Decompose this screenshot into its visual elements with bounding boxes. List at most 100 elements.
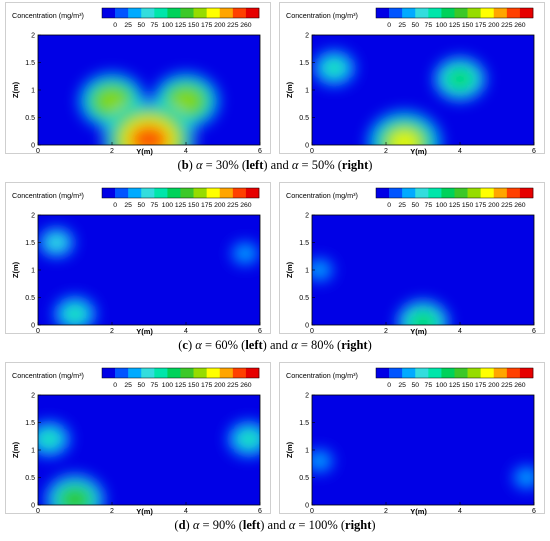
colorbar-frame: [375, 187, 534, 199]
y-axis-label: Z(m): [285, 81, 294, 98]
y-tick-label: 1.5: [25, 60, 35, 67]
caption-part: left: [245, 338, 263, 352]
x-tick-label: 2: [110, 508, 114, 515]
colorbar-frame: [375, 7, 534, 19]
colorbar-swatch: [167, 188, 181, 198]
colorbar-swatch: [441, 368, 455, 378]
caption-part: = 90% (: [199, 518, 243, 532]
chart-panel-left: Concentration (mg/m³) 0 25 50 75 100 125 150 175…: [5, 362, 271, 516]
caption-part: α: [195, 338, 202, 352]
concentration-hotspot: [312, 456, 326, 466]
x-tick-label: 4: [184, 328, 188, 335]
colorbar-tick-label: 200: [488, 22, 500, 29]
colorbar-tick-label: 200: [214, 382, 226, 389]
colorbar-tick-label: 25: [398, 202, 406, 209]
figure-row: Concentration (mg/m³) 0 25 50 75 100 125 150 175…: [0, 360, 550, 540]
heatmap-svg: Concentration (mg/m³)0 25 50 75 100 125 150 175…: [285, 7, 536, 156]
concentration-hotspot: [129, 124, 169, 145]
x-tick-label: 6: [532, 328, 536, 335]
colorbar-tick-label: 260: [514, 22, 526, 29]
colorbar-swatch: [389, 188, 403, 198]
colorbar-swatch: [402, 368, 416, 378]
y-tick-label: 1: [31, 268, 35, 275]
colorbar-swatch: [245, 368, 260, 378]
concentration-hotspot: [97, 89, 127, 113]
colorbar-swatch: [245, 188, 260, 198]
y-tick-label: 0.5: [299, 295, 309, 302]
x-tick-label: 0: [310, 508, 314, 515]
colorbar-swatch: [402, 188, 416, 198]
y-tick-label: 0.5: [299, 115, 309, 122]
x-tick-label: 4: [458, 148, 462, 155]
heatmap-svg: Concentration (mg/m³)0 25 50 75 100 125 150 175…: [11, 367, 262, 516]
y-tick-label: 1: [305, 88, 309, 95]
colorbar-tick-label: 100: [162, 202, 174, 209]
colorbar-tick-label: 260: [240, 382, 252, 389]
y-tick-label: 2: [31, 393, 35, 400]
colorbar-frame: [375, 367, 534, 379]
colorbar-tick-label: 75: [425, 22, 433, 29]
colorbar-tick-label: 25: [124, 382, 132, 389]
caption-part: α: [195, 158, 203, 172]
colorbar-swatch: [493, 368, 508, 378]
colorbar-tick-label: 125: [175, 22, 187, 29]
colorbar-swatch: [115, 188, 129, 198]
colorbar-swatch: [232, 8, 247, 18]
figure-caption: (d) α = 90% (left) and α = 100% (right): [0, 517, 550, 533]
colorbar-swatch: [232, 368, 247, 378]
caption-part: (: [174, 518, 179, 532]
heatmap-svg: Concentration (mg/m³)0 25 50 75 100 125 150 175…: [11, 187, 262, 336]
colorbar-swatch: [141, 8, 155, 18]
colorbar-swatch: [428, 8, 442, 18]
caption-part: b: [181, 158, 189, 172]
colorbar-swatch: [415, 368, 429, 378]
colorbar-swatch: [415, 188, 429, 198]
colorbar-title: Concentration (mg/m³): [12, 191, 84, 200]
chart-panel-right: Concentration (mg/m³) 0 25 50 75 100 125 150 175…: [279, 2, 545, 156]
colorbar-swatch: [128, 8, 142, 18]
colorbar-tick-label: 150: [462, 382, 474, 389]
caption-part: = 100% (: [295, 518, 346, 532]
figure-caption: (b) α = 30% (left) and α = 50% (right): [0, 157, 550, 173]
caption-part: (: [178, 338, 183, 352]
colorbar-tick-label: 75: [151, 22, 159, 29]
concentration-hotspot: [239, 431, 259, 447]
y-tick-label: 1.5: [299, 240, 309, 247]
colorbar-swatch: [193, 368, 207, 378]
heatmap-background: [312, 395, 534, 505]
colorbar-tick-label: 175: [475, 22, 487, 29]
colorbar-tick-label: 75: [425, 382, 433, 389]
heatmap-svg: Concentration (mg/m³)0 25 50 75 100 125 150 175…: [285, 187, 536, 336]
colorbar-swatch: [128, 188, 142, 198]
y-axis-label: Z(m): [11, 261, 20, 278]
colorbar-swatch: [389, 368, 403, 378]
y-axis-label: Z(m): [11, 81, 20, 98]
colorbar-swatch: [193, 8, 207, 18]
caption-part: right: [341, 158, 369, 172]
colorbar-tick-label: 200: [214, 202, 226, 209]
x-tick-label: 2: [384, 148, 388, 155]
colorbar-swatch: [219, 368, 234, 378]
colorbar-tick-label: 125: [449, 22, 461, 29]
x-tick-label: 0: [36, 508, 40, 515]
colorbar-swatch: [180, 368, 194, 378]
y-tick-label: 2: [305, 393, 309, 400]
figure-row: Concentration (mg/m³) 0 25 50 75 100 125 150 175…: [0, 0, 550, 180]
colorbar-tick-label: 260: [514, 382, 526, 389]
colorbar-tick-label: 0: [387, 22, 391, 29]
concentration-hotspot: [411, 313, 435, 325]
caption-part: ): [368, 158, 373, 172]
x-tick-label: 0: [36, 328, 40, 335]
x-tick-label: 4: [184, 148, 188, 155]
colorbar-tick-label: 75: [151, 202, 159, 209]
colorbar-swatch: [102, 8, 116, 18]
y-tick-label: 0.5: [25, 295, 35, 302]
colorbar-swatch: [467, 188, 481, 198]
x-tick-label: 2: [110, 148, 114, 155]
colorbar-swatch: [206, 8, 221, 18]
colorbar-swatch: [102, 368, 116, 378]
colorbar-tick-label: 225: [227, 22, 239, 29]
x-axis-label: Y(m): [136, 147, 153, 156]
x-tick-label: 6: [258, 328, 262, 335]
colorbar-frame: [101, 187, 260, 199]
